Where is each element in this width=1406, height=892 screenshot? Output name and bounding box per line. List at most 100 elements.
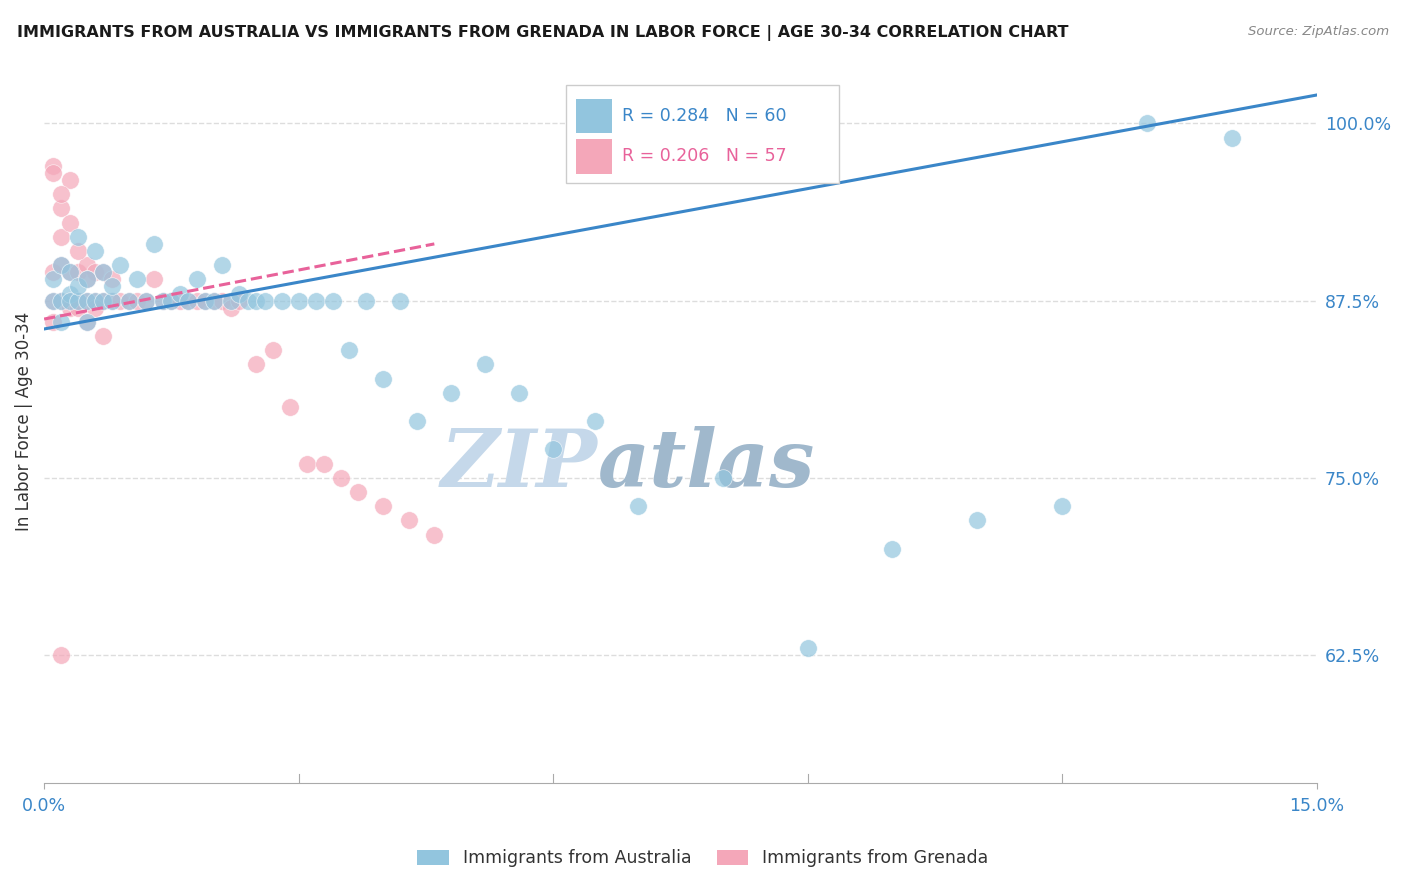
Point (194, 293, 217, 308)
Point (711, 471, 734, 485)
Point (49, 229, 72, 244)
Point (93, 293, 115, 308)
Point (67, 244, 90, 258)
Point (186, 293, 208, 308)
Point (186, 272, 208, 286)
Point (177, 293, 200, 308)
Point (67, 293, 90, 308)
Point (49, 293, 72, 308)
Point (41, 166, 63, 180)
Point (312, 457, 335, 471)
Text: IMMIGRANTS FROM AUSTRALIA VS IMMIGRANTS FROM GRENADA IN LABOR FORCE | AGE 30-34 : IMMIGRANTS FROM AUSTRALIA VS IMMIGRANTS … (17, 25, 1069, 41)
Point (76, 315, 98, 329)
Point (322, 293, 344, 308)
Point (245, 358, 267, 372)
Point (84, 244, 107, 258)
Point (93, 265, 115, 279)
Point (1050, 499, 1073, 513)
Point (177, 293, 200, 308)
Point (627, 499, 650, 513)
Point (127, 272, 149, 286)
Point (58, 286, 80, 301)
Point (101, 279, 124, 293)
Point (228, 286, 250, 301)
Point (127, 293, 149, 308)
Point (41, 265, 63, 279)
Point (49, 202, 72, 216)
Point (49, 293, 72, 308)
Point (143, 236, 166, 251)
Point (474, 358, 496, 372)
Point (76, 293, 98, 308)
Point (58, 216, 80, 230)
Point (118, 293, 141, 308)
Point (1220, 130, 1243, 145)
Point (406, 414, 429, 428)
Point (49, 315, 72, 329)
Text: R = 0.206   N = 57: R = 0.206 N = 57 (621, 147, 786, 166)
Point (101, 293, 124, 308)
Point (67, 229, 90, 244)
Point (262, 343, 284, 358)
Text: ZIP: ZIP (440, 425, 598, 503)
Text: atlas: atlas (598, 425, 815, 503)
Point (67, 301, 90, 315)
Point (58, 301, 80, 315)
Point (194, 293, 217, 308)
Point (211, 258, 233, 272)
Point (49, 648, 72, 662)
Point (373, 371, 395, 385)
Point (202, 293, 225, 308)
Point (228, 293, 250, 308)
Point (93, 293, 115, 308)
FancyBboxPatch shape (565, 85, 839, 183)
Point (882, 541, 904, 556)
Point (49, 258, 72, 272)
Point (58, 173, 80, 187)
Point (110, 293, 132, 308)
Point (49, 187, 72, 202)
Point (152, 293, 174, 308)
Legend: Immigrants from Australia, Immigrants from Grenada: Immigrants from Australia, Immigrants fr… (411, 843, 995, 874)
Point (49, 258, 72, 272)
Point (253, 293, 276, 308)
Point (76, 272, 98, 286)
Point (278, 400, 301, 414)
Point (423, 527, 446, 541)
Point (67, 265, 90, 279)
Point (101, 293, 124, 308)
Point (169, 286, 191, 301)
Point (58, 293, 80, 308)
Point (219, 293, 242, 308)
Point (202, 293, 225, 308)
Point (58, 293, 80, 308)
Point (135, 293, 157, 308)
Point (41, 293, 63, 308)
Y-axis label: In Labor Force | Age 30-34: In Labor Force | Age 30-34 (15, 311, 32, 531)
Point (101, 272, 124, 286)
Point (347, 485, 370, 500)
Point (389, 293, 412, 308)
Point (41, 272, 63, 286)
Point (84, 265, 107, 279)
Point (356, 293, 378, 308)
Point (211, 293, 233, 308)
Point (84, 301, 107, 315)
Point (67, 293, 90, 308)
Point (118, 293, 141, 308)
Point (1136, 116, 1159, 130)
Point (160, 293, 183, 308)
Point (67, 279, 90, 293)
Point (373, 499, 395, 513)
Point (440, 385, 463, 400)
Point (93, 329, 115, 343)
Point (339, 343, 361, 358)
Point (245, 293, 267, 308)
Point (76, 258, 98, 272)
Point (304, 293, 326, 308)
Point (219, 301, 242, 315)
Point (966, 513, 988, 527)
Point (330, 471, 353, 485)
Point (84, 293, 107, 308)
Point (169, 293, 191, 308)
